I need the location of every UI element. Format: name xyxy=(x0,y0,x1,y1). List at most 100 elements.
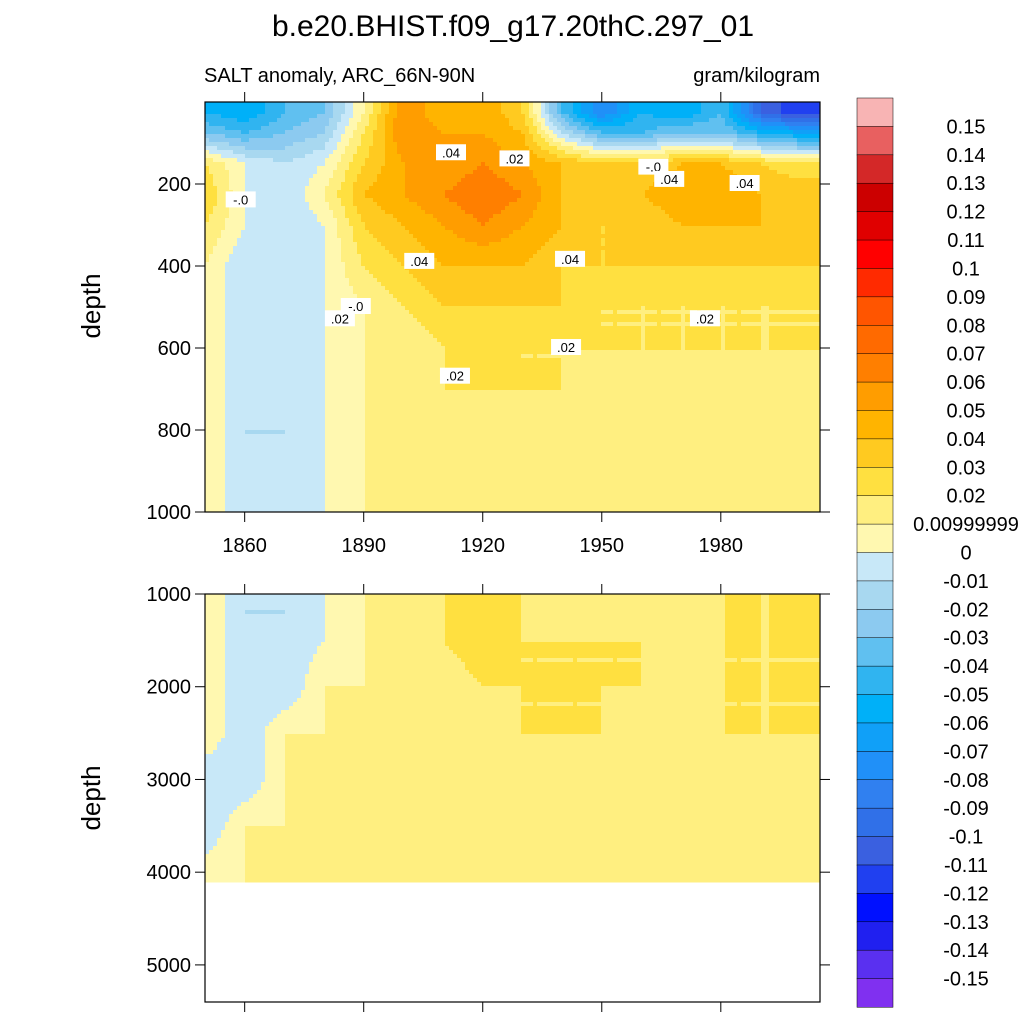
top-cell xyxy=(421,158,426,163)
top-cell xyxy=(713,182,718,187)
top-cell xyxy=(265,130,270,135)
top-cell xyxy=(725,214,730,219)
top-cell xyxy=(385,122,390,127)
top-cell xyxy=(765,202,770,207)
top-cell xyxy=(413,158,418,163)
top-cell xyxy=(237,158,242,163)
top-cell xyxy=(241,110,246,115)
top-cell xyxy=(581,202,586,207)
top-cell xyxy=(565,158,570,163)
top-cell xyxy=(645,226,650,231)
top-cell xyxy=(389,134,394,139)
top-cell xyxy=(617,174,622,179)
top-cell xyxy=(401,202,406,207)
top-cell xyxy=(529,110,534,115)
top-cell xyxy=(697,190,702,195)
top-cell xyxy=(445,222,450,227)
top-cell xyxy=(621,114,626,119)
top-cell xyxy=(525,122,530,127)
top-cell xyxy=(405,174,410,179)
top-cell xyxy=(645,134,650,139)
top-cell xyxy=(793,178,798,183)
top-cell xyxy=(605,134,610,139)
top-cell xyxy=(805,110,810,115)
top-cell xyxy=(701,118,706,123)
top-cell xyxy=(437,218,442,223)
top-cell xyxy=(809,214,814,219)
top-cell xyxy=(441,114,446,119)
top-cell xyxy=(413,154,418,159)
top-cell xyxy=(721,130,726,135)
top-cell xyxy=(617,158,622,163)
top-cell xyxy=(549,158,554,163)
top-cell xyxy=(345,146,350,151)
top-cell xyxy=(369,182,374,187)
chart-title: b.e20.BHIST.f09_g17.20thC.297_01 xyxy=(272,10,754,43)
top-cell xyxy=(441,174,446,179)
top-cell xyxy=(629,142,634,147)
top-cell xyxy=(541,166,546,171)
top-cell xyxy=(417,102,422,107)
top-cell xyxy=(601,138,606,143)
top-cell xyxy=(705,122,710,127)
top-cell xyxy=(593,166,598,171)
top-cell xyxy=(801,170,806,175)
top-cell xyxy=(333,158,338,163)
top-cell xyxy=(377,114,382,119)
top-cell xyxy=(309,134,314,139)
top-cell xyxy=(377,210,382,215)
top-cell xyxy=(257,126,262,131)
top-cell xyxy=(697,166,702,171)
top-cell xyxy=(433,194,438,199)
top-cell xyxy=(697,198,702,203)
top-cell xyxy=(525,194,530,199)
top-cell xyxy=(437,194,442,199)
top-cell xyxy=(621,202,626,207)
top-cell xyxy=(217,210,222,215)
top-cell xyxy=(597,170,602,175)
top-cell xyxy=(637,214,642,219)
top-cell xyxy=(765,154,770,159)
top-cell xyxy=(817,194,820,199)
top-cell xyxy=(485,150,490,155)
top-cell xyxy=(657,210,662,215)
top-cell xyxy=(429,166,434,171)
top-cell xyxy=(433,114,438,119)
top-cell xyxy=(769,214,774,219)
top-cell xyxy=(573,166,578,171)
top-cell xyxy=(341,134,346,139)
top-cell xyxy=(517,142,522,147)
top-cell xyxy=(621,226,626,231)
top-cell xyxy=(493,142,498,147)
top-cell xyxy=(781,182,786,187)
top-cell xyxy=(237,214,242,219)
top-cell xyxy=(789,106,794,111)
top-cell xyxy=(805,154,810,159)
top-cell xyxy=(537,142,542,147)
top-cell xyxy=(317,174,322,179)
top-cell xyxy=(341,118,346,123)
top-cell xyxy=(773,210,778,215)
top-cell xyxy=(237,134,242,139)
top-cell xyxy=(341,150,346,155)
top-cell xyxy=(273,138,278,143)
top-cell xyxy=(493,126,498,131)
top-cell xyxy=(569,102,574,107)
top-cell xyxy=(673,158,678,163)
top-cell xyxy=(313,158,318,163)
top-cell xyxy=(353,174,358,179)
top-cell xyxy=(741,170,746,175)
top-cell xyxy=(561,214,566,219)
top-cell xyxy=(577,178,582,183)
top-cell xyxy=(677,118,682,123)
top-cell xyxy=(713,122,718,127)
top-cell xyxy=(813,170,818,175)
top-cell xyxy=(377,162,382,167)
top-cell xyxy=(497,146,502,151)
top-cell xyxy=(385,206,390,211)
top-cell xyxy=(789,114,794,119)
top-cell xyxy=(217,198,222,203)
top-cell xyxy=(361,134,366,139)
top-cell xyxy=(417,206,422,211)
top-cell xyxy=(537,150,542,155)
